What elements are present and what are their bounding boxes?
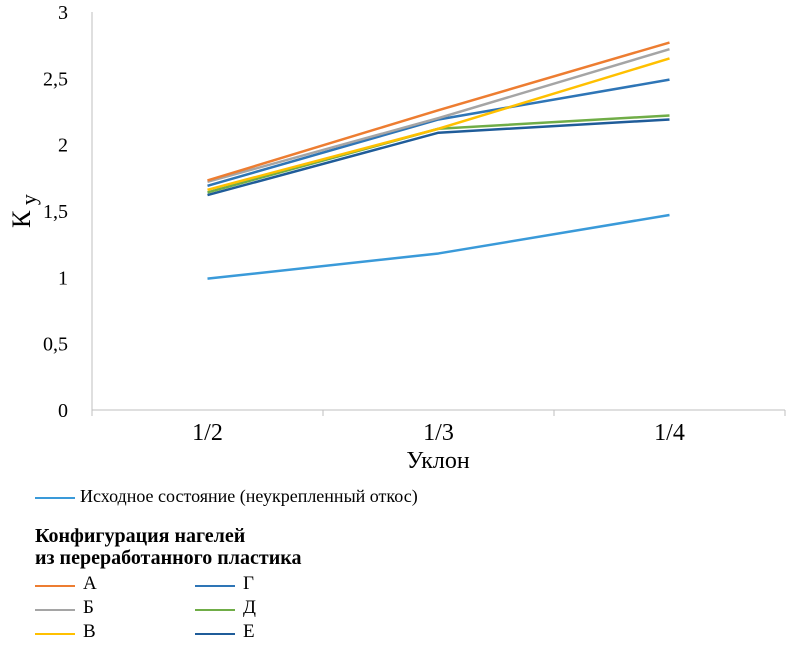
x-axis-title: Уклон bbox=[406, 448, 470, 474]
legend-label-baseline: Исходное состояние (неукрепленный откос) bbox=[80, 486, 418, 506]
x-tick-label: 1/2 bbox=[192, 420, 223, 446]
x-tick-label: 1/3 bbox=[423, 420, 454, 446]
x-tick-label: 1/4 bbox=[654, 420, 685, 446]
legend-swatch bbox=[35, 585, 75, 587]
legend-label: А bbox=[83, 573, 97, 594]
legend-swatch bbox=[35, 609, 75, 611]
legend-heading-line2: из переработанного пластика bbox=[35, 547, 302, 569]
legend-label: Е bbox=[243, 621, 255, 642]
series-line-Е bbox=[207, 118, 670, 197]
series-line-А bbox=[207, 41, 670, 182]
line-chart: 0 0,5 1 1,5 2 2,5 3 1/2 1/3 1/4 Уклон К у bbox=[7, 2, 786, 474]
y-axis-title: К у bbox=[7, 194, 41, 228]
legend-swatch bbox=[195, 633, 235, 635]
series-line-Исходное состояние (неукрепленный откос) bbox=[207, 213, 670, 280]
y-tick-label: 2,5 bbox=[43, 68, 68, 90]
y-tick-label: 1 bbox=[58, 267, 68, 289]
legend-label: Г bbox=[243, 573, 254, 594]
series-line-В bbox=[207, 57, 670, 191]
legend-swatch bbox=[195, 609, 235, 611]
series-line-Г bbox=[207, 78, 670, 187]
legend-swatch bbox=[195, 585, 235, 587]
legend-heading-line1: Конфигурация нагелей bbox=[35, 525, 246, 547]
legend-swatch bbox=[35, 633, 75, 635]
legend-label: Б bbox=[83, 597, 94, 618]
y-tick-label: 1,5 bbox=[43, 201, 68, 223]
legend-label: В bbox=[83, 621, 96, 642]
y-tick-label: 2 bbox=[58, 135, 68, 157]
series-line-Б bbox=[207, 47, 670, 184]
y-tick-label: 3 bbox=[58, 2, 68, 24]
legend-swatch-baseline bbox=[35, 497, 75, 499]
y-tick-label: 0 bbox=[58, 400, 68, 422]
legend-label: Д bbox=[243, 597, 256, 618]
y-tick-label: 0,5 bbox=[43, 334, 68, 356]
series-line-Д bbox=[207, 114, 670, 194]
